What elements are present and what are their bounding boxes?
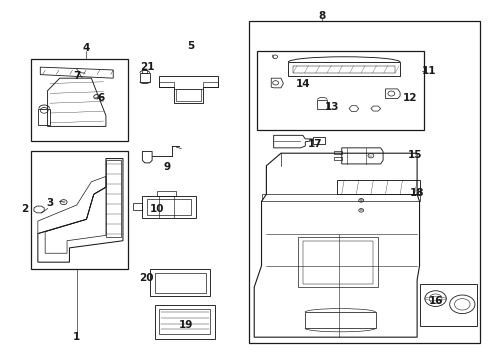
- Text: 7: 7: [73, 71, 81, 81]
- Text: 16: 16: [428, 296, 443, 306]
- Text: 21: 21: [140, 63, 154, 72]
- Text: 13: 13: [324, 102, 339, 112]
- Text: 1: 1: [73, 332, 80, 342]
- Text: 3: 3: [46, 198, 54, 208]
- Text: 15: 15: [407, 150, 421, 160]
- Text: 18: 18: [409, 188, 424, 198]
- Text: 9: 9: [163, 162, 170, 172]
- Text: 14: 14: [295, 78, 309, 89]
- Text: 10: 10: [149, 203, 164, 213]
- Text: 12: 12: [402, 93, 416, 103]
- Text: 8: 8: [318, 11, 325, 21]
- Text: 19: 19: [179, 320, 193, 330]
- Text: 5: 5: [187, 41, 194, 51]
- Text: 17: 17: [307, 139, 322, 149]
- Text: 4: 4: [82, 43, 90, 53]
- Text: 2: 2: [21, 203, 28, 213]
- Text: 11: 11: [421, 66, 436, 76]
- Text: 6: 6: [97, 93, 104, 103]
- Text: 20: 20: [139, 273, 153, 283]
